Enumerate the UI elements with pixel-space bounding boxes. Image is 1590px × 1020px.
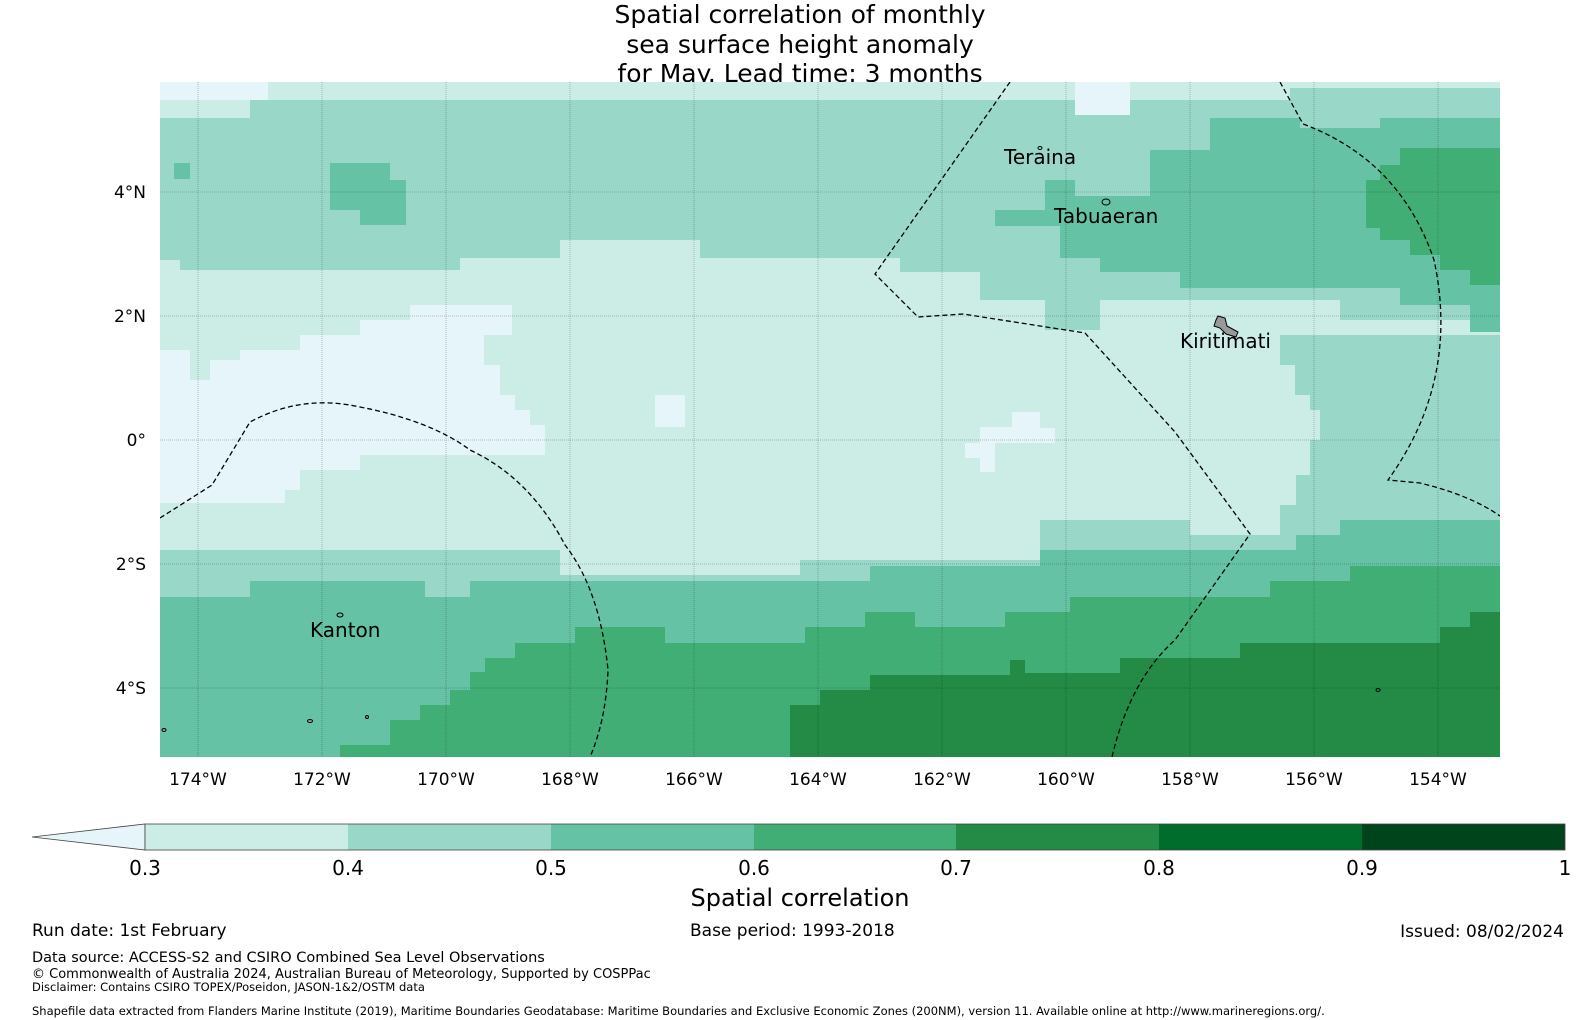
x-tick-170w: 170°W bbox=[417, 770, 475, 790]
issued-date: Issued: 08/02/2024 bbox=[1400, 922, 1564, 942]
patch-0.5-west bbox=[330, 163, 406, 225]
x-tick-156w: 156°W bbox=[1285, 770, 1343, 790]
colorbar-segment-0.7 bbox=[956, 824, 1159, 850]
colorbar-segment-0.8 bbox=[1159, 824, 1362, 850]
colorbar-outline bbox=[144, 823, 1566, 851]
patch-0.3-top bbox=[1075, 82, 1130, 115]
colorbar-segment-0.9 bbox=[1362, 824, 1565, 850]
disclaimer: Disclaimer: Contains CSIRO TOPEX/Poseido… bbox=[32, 980, 425, 994]
colorbar-tick-0.7: 0.7 bbox=[940, 856, 972, 880]
x-tick-160w: 160°W bbox=[1037, 770, 1095, 790]
island-small-1 bbox=[307, 719, 313, 723]
place-label-kanton: Kanton bbox=[310, 618, 380, 642]
x-tick-164w: 164°W bbox=[789, 770, 847, 790]
band-0.5-north-east bbox=[995, 118, 1500, 332]
colorbar-segment-0.6 bbox=[754, 824, 956, 850]
island-teraina bbox=[1037, 146, 1043, 150]
island-kiritimati bbox=[1213, 315, 1239, 338]
island-small-4 bbox=[161, 728, 167, 732]
place-label-tabuaeran: Tabuaeran bbox=[1053, 204, 1158, 228]
x-tick-158w: 158°W bbox=[1161, 770, 1219, 790]
band-0.3-equator-west bbox=[160, 305, 545, 503]
band-0.7-south bbox=[790, 612, 1500, 757]
eez-boundary-kanton bbox=[160, 402, 609, 757]
eez-boundary-line-islands-north bbox=[874, 82, 1251, 757]
y-tick-0: 0° bbox=[127, 431, 146, 451]
x-tick-168w: 168°W bbox=[541, 770, 599, 790]
place-label-teraina: Teraina bbox=[1003, 145, 1076, 169]
map-gridlines bbox=[160, 82, 1500, 757]
x-tick-154w: 154°W bbox=[1409, 770, 1467, 790]
y-axis-labels: 4°N 2°N 0° 2°S 4°S bbox=[114, 183, 146, 699]
colorbar: 0.3 0.4 0.5 0.6 0.7 0.8 0.9 1 Spatial co… bbox=[31, 823, 1572, 912]
colorbar-segment-0.3 bbox=[145, 824, 348, 850]
colorbar-segment-0.4 bbox=[348, 824, 551, 850]
place-labels: Teraina Tabuaeran Kiritimati Kanton bbox=[310, 145, 1271, 642]
title-line-1: Spatial correlation of monthly bbox=[614, 0, 986, 29]
shapefile-credit: Shapefile data extracted from Flanders M… bbox=[32, 1004, 1325, 1018]
eez-boundaries bbox=[160, 82, 1500, 757]
place-label-kiritimati: Kiritimati bbox=[1180, 329, 1271, 353]
base-period: Base period: 1993-2018 bbox=[690, 921, 895, 941]
patch-0.3-center bbox=[655, 395, 685, 427]
patch-0.5-far-west bbox=[174, 163, 190, 179]
colorbar-tick-0.8: 0.8 bbox=[1143, 856, 1175, 880]
x-axis-labels: 174°W 172°W 170°W 168°W 166°W 164°W 162°… bbox=[169, 770, 1467, 790]
band-0.3-top-left bbox=[160, 82, 268, 100]
copyright: © Commonwealth of Australia 2024, Austra… bbox=[32, 967, 651, 982]
eez-boundary-line-islands-east bbox=[1279, 82, 1500, 517]
title-line-2: sea surface height anomaly bbox=[626, 29, 974, 59]
x-tick-166w: 166°W bbox=[665, 770, 723, 790]
islands bbox=[161, 146, 1381, 732]
colorbar-tick-0.9: 0.9 bbox=[1346, 856, 1378, 880]
run-date: Run date: 1st February bbox=[32, 921, 227, 941]
colorbar-tick-0.3: 0.3 bbox=[129, 856, 161, 880]
island-small-3 bbox=[1375, 688, 1381, 692]
y-tick-4s: 4°S bbox=[116, 679, 146, 699]
y-tick-2n: 2°N bbox=[114, 307, 146, 327]
colorbar-tick-0.5: 0.5 bbox=[535, 856, 567, 880]
island-kanton bbox=[336, 612, 344, 618]
colorbar-tick-0.4: 0.4 bbox=[332, 856, 364, 880]
colorbar-tick-1: 1 bbox=[1559, 856, 1572, 880]
x-tick-174w: 174°W bbox=[169, 770, 227, 790]
colorbar-tick-0.6: 0.6 bbox=[738, 856, 770, 880]
correlation-field bbox=[160, 82, 1500, 757]
colorbar-segment-0.5 bbox=[551, 824, 754, 850]
colorbar-extend-arrow bbox=[31, 823, 146, 851]
x-tick-172w: 172°W bbox=[293, 770, 351, 790]
colorbar-label: Spatial correlation bbox=[690, 884, 909, 912]
y-tick-2s: 2°S bbox=[116, 555, 146, 575]
patch-0.3-east-center bbox=[965, 412, 1055, 472]
x-tick-162w: 162°W bbox=[913, 770, 971, 790]
island-tabuaeran bbox=[1101, 198, 1111, 206]
island-small-2 bbox=[365, 715, 369, 719]
y-tick-4n: 4°N bbox=[114, 183, 146, 203]
band-0.6-north-east bbox=[1366, 148, 1500, 285]
data-source: Data source: ACCESS-S2 and CSIRO Combine… bbox=[32, 950, 545, 966]
